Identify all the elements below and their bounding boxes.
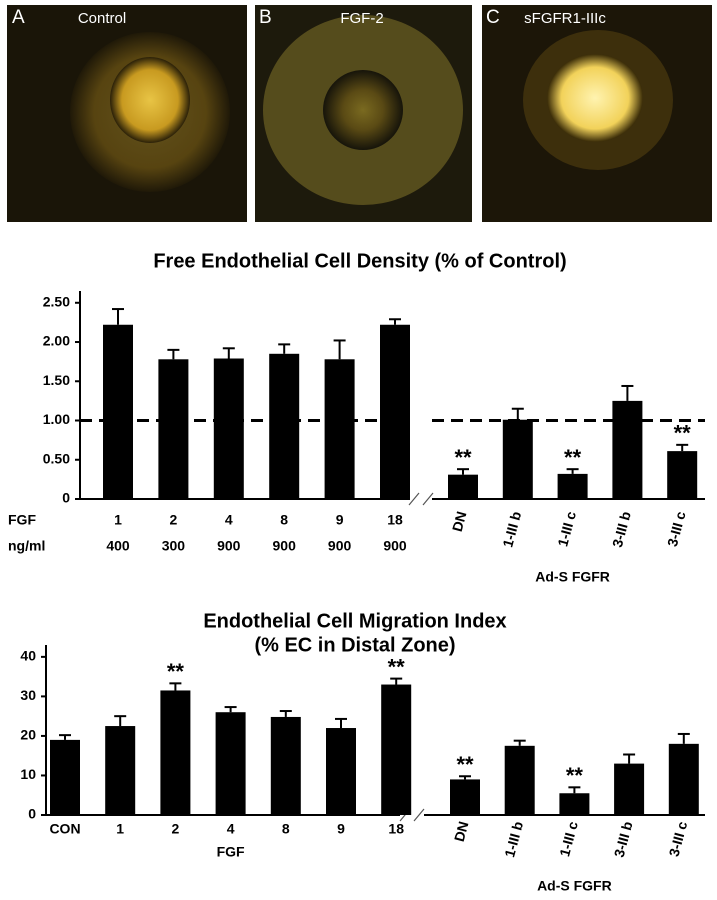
bar: [158, 359, 189, 499]
x-tick-label: 2: [170, 512, 178, 528]
x-tick-label: 9: [337, 821, 345, 837]
x-tick-label: 1: [116, 821, 124, 837]
y-tick-label: 30: [20, 687, 36, 703]
x-tick-label: 3-III b: [609, 510, 634, 549]
panel-letter: A: [12, 7, 25, 28]
x-tick-label: CON: [49, 821, 80, 837]
significance: **: [674, 421, 692, 446]
x-tick-label: 1-III b: [501, 820, 526, 859]
significance: **: [388, 654, 406, 679]
x-tick-label: 9: [336, 512, 344, 528]
x-tick-label: 1: [114, 512, 122, 528]
bar: [667, 451, 698, 499]
row-label: ng/ml: [8, 538, 45, 554]
bar: [269, 353, 300, 499]
bar: [380, 324, 410, 499]
panel-label: Control: [78, 10, 126, 27]
bar: [50, 739, 80, 815]
group-label: FGF: [217, 844, 245, 860]
y-tick-label: 20: [20, 727, 36, 743]
photo-panels: A Control B FGF-2 C sFGFR1-IIIc: [7, 5, 712, 222]
dose-label: 400: [106, 538, 130, 554]
dose-label: 300: [162, 538, 186, 554]
bar: [381, 684, 412, 815]
bar: [502, 419, 533, 499]
significance: **: [454, 445, 472, 470]
y-tick-label: 1.50: [43, 372, 70, 388]
dose-label: 900: [273, 538, 297, 554]
bar: [160, 690, 191, 815]
panel-letter: B: [259, 7, 272, 28]
x-tick-label: 4: [225, 512, 233, 528]
x-tick-label: 3-III c: [664, 509, 689, 548]
significance: **: [566, 763, 584, 788]
significance: **: [167, 659, 185, 684]
photo-c-explant: [547, 54, 643, 142]
y-tick-label: 2.50: [43, 293, 70, 309]
group-label: Ad-S FGFR: [535, 569, 610, 585]
x-tick-label: 2: [172, 821, 180, 837]
bar: [450, 779, 480, 815]
chart-title: Endothelial Cell Migration Index: [203, 610, 506, 632]
x-tick-label: 1-III c: [554, 509, 579, 548]
bar: [215, 712, 246, 815]
bar: [105, 726, 136, 815]
x-tick-label: 18: [388, 821, 404, 837]
bar: [103, 324, 133, 499]
y-tick-label: 0: [28, 806, 36, 822]
group-label: Ad-S FGFR: [537, 878, 612, 894]
dose-label: 900: [383, 538, 407, 554]
bar: [270, 716, 301, 815]
bar: [504, 745, 535, 815]
photo-b-explant: [323, 70, 403, 150]
dose-label: 900: [328, 538, 352, 554]
panel-label: sFGFR1-IIIc: [524, 10, 606, 27]
x-tick-label: 8: [280, 512, 288, 528]
bar: [557, 473, 588, 499]
bar: [668, 743, 699, 815]
y-tick-label: 1.00: [43, 411, 70, 427]
y-tick-label: 40: [20, 648, 36, 664]
significance: **: [456, 752, 474, 777]
bar: [326, 728, 356, 815]
panel-letter: C: [486, 7, 500, 28]
y-tick-label: 0: [62, 490, 70, 506]
bar: [213, 358, 244, 499]
bar: [614, 763, 645, 815]
bar: [559, 793, 590, 815]
row-label: FGF: [8, 512, 36, 528]
y-tick-label: 10: [20, 766, 36, 782]
bar: [324, 359, 355, 499]
axis-break: [408, 492, 434, 506]
y-tick-label: 2.00: [43, 333, 70, 349]
photo-a-explant: [110, 57, 190, 143]
x-tick-label: 3-III b: [611, 820, 636, 859]
bar: [612, 400, 643, 499]
x-tick-label: 1-III c: [556, 819, 581, 858]
y-tick-label: 0.50: [43, 450, 70, 466]
dose-label: 900: [217, 538, 241, 554]
chart-title: Free Endothelial Cell Density (% of Cont…: [153, 250, 566, 272]
panel-label: FGF-2: [340, 10, 383, 27]
x-tick-label: 1-III b: [499, 510, 524, 549]
x-tick-label: 8: [282, 821, 290, 837]
x-tick-label: DN: [449, 510, 470, 534]
significance: **: [564, 445, 582, 470]
chart-subtitle: (% EC in Distal Zone): [254, 634, 455, 656]
x-tick-label: 3-III c: [666, 819, 691, 858]
bar: [448, 474, 478, 499]
x-tick-label: 4: [227, 821, 235, 837]
x-tick-label: DN: [451, 820, 472, 844]
x-tick-label: 18: [387, 512, 403, 528]
